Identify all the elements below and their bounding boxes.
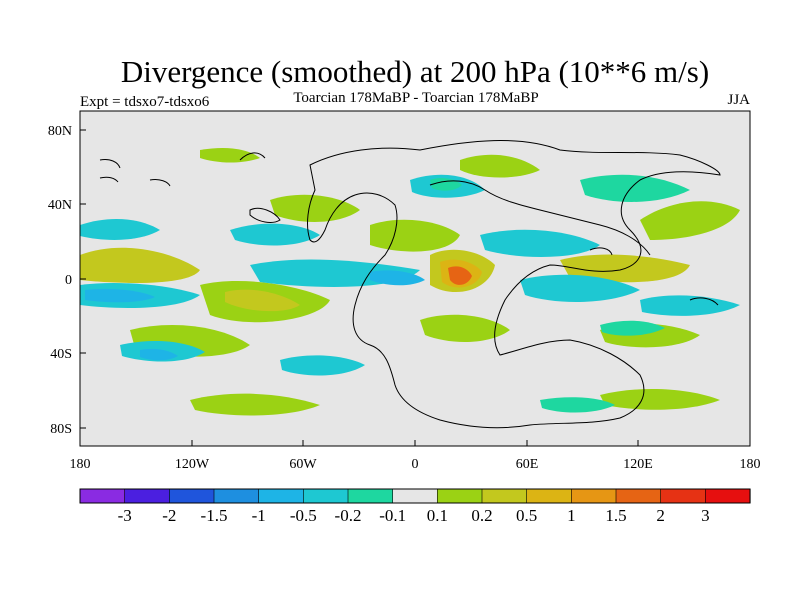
contour-region xyxy=(370,270,425,286)
contour-region xyxy=(480,229,600,257)
contour-region xyxy=(225,289,300,312)
island-outline xyxy=(249,207,281,223)
main-title: Divergence (smoothed) at 200 hPa (10**6 … xyxy=(121,54,709,89)
contour-region xyxy=(190,393,320,416)
coastlines xyxy=(99,140,721,429)
contour-region xyxy=(600,320,665,336)
colorbar-swatch xyxy=(213,488,260,504)
lon-label-180e: 180 xyxy=(740,457,761,472)
colorbar-swatch xyxy=(303,488,349,504)
colorbar-label: 0.5 xyxy=(516,506,537,525)
negative-regions xyxy=(80,174,740,413)
contour-region xyxy=(200,147,260,163)
colorbar-swatch xyxy=(258,488,304,504)
colorbar-swatch xyxy=(169,488,215,504)
lat-label-80n: 80N xyxy=(48,124,72,139)
colorbar-label: 1.5 xyxy=(605,506,626,525)
colorbar-label: -1 xyxy=(252,506,266,525)
colorbar-label: -1.5 xyxy=(201,506,228,525)
latitude-ticks xyxy=(80,129,86,429)
colorbar-label: 0.2 xyxy=(471,506,492,525)
colorbar: -3 -2 -1.5 -1 -0.5 -0.2 -0.1 0.1 0.2 0.5 1 1.5 2 3 xyxy=(79,488,751,525)
contour-region xyxy=(448,266,472,285)
contour-region xyxy=(600,388,720,410)
contour-region xyxy=(420,314,510,342)
contour-region xyxy=(370,219,460,252)
colorbar-swatch xyxy=(79,488,126,504)
longitude-ticks xyxy=(79,440,751,446)
colorbar-label: 3 xyxy=(701,506,710,525)
lon-label-180w: 180 xyxy=(70,457,91,472)
island-outline xyxy=(239,152,266,161)
lon-label-60e: 60E xyxy=(516,457,539,472)
colorbar-label: -0.2 xyxy=(335,506,362,525)
contour-region xyxy=(140,348,178,361)
colorbar-label: 0.1 xyxy=(427,506,448,525)
contour-region xyxy=(460,154,540,178)
latitude-labels: 80N 40N 0 40S 80S xyxy=(48,124,72,437)
colorbar-label: -0.1 xyxy=(379,506,406,525)
island-outline xyxy=(149,179,171,187)
colorbar-label: -2 xyxy=(162,506,176,525)
lat-label-80s: 80S xyxy=(50,422,72,437)
colorbar-swatch xyxy=(347,488,394,504)
lat-label-40s: 40S xyxy=(50,347,72,362)
colorbar-labels: -3 -2 -1.5 -1 -0.5 -0.2 -0.1 0.1 0.2 0.5 1 1.5 2 3 xyxy=(118,506,710,525)
colorbar-swatch xyxy=(526,488,572,504)
contour-region xyxy=(580,174,690,202)
lat-label-40n: 40N xyxy=(48,198,72,213)
colorbar-frame xyxy=(79,488,751,504)
season-label: JJA xyxy=(727,92,750,108)
contour-region xyxy=(230,223,320,246)
contour-region xyxy=(640,201,740,240)
colorbar-swatch xyxy=(392,488,438,504)
contour-region xyxy=(540,397,615,413)
contour-region xyxy=(280,355,365,376)
longitude-labels: 180 120W 60W 0 60E 120E 180 xyxy=(70,457,761,472)
lon-label-0: 0 xyxy=(412,457,419,472)
colorbar-swatch xyxy=(660,488,706,504)
colorbar-swatch xyxy=(124,488,170,504)
experiment-label: Expt = tdsxo7-tdsxo6 xyxy=(80,94,210,110)
colorbar-swatch xyxy=(481,488,528,504)
lat-label-0: 0 xyxy=(65,273,72,288)
colorbar-label: -0.5 xyxy=(290,506,317,525)
contour-region xyxy=(80,218,160,240)
colorbar-swatch xyxy=(571,488,617,504)
colorbar-swatches xyxy=(79,488,751,504)
contour-region xyxy=(640,295,740,316)
pangaea-coastline xyxy=(307,140,721,429)
colorbar-swatch xyxy=(615,488,662,504)
island-outline xyxy=(99,159,121,169)
colorbar-label: 1 xyxy=(567,506,576,525)
island-outline xyxy=(99,176,119,183)
contour-fill-layer xyxy=(80,147,740,416)
island-outline xyxy=(689,297,719,306)
period-label: Toarcian 178MaBP - Toarcian 178MaBP xyxy=(293,90,538,106)
lon-label-60w: 60W xyxy=(289,457,317,472)
colorbar-swatch xyxy=(437,488,483,504)
tethys-coastline xyxy=(429,180,651,256)
colorbar-label: 2 xyxy=(656,506,665,525)
contour-region xyxy=(520,274,640,302)
contour-region xyxy=(80,247,200,283)
island-outline xyxy=(589,247,613,256)
contour-region xyxy=(270,194,360,222)
colorbar-swatch xyxy=(705,488,751,504)
lon-label-120e: 120E xyxy=(623,457,653,472)
colorbar-label: -3 xyxy=(118,506,132,525)
lon-label-120w: 120W xyxy=(175,457,210,472)
contour-region xyxy=(85,288,155,303)
